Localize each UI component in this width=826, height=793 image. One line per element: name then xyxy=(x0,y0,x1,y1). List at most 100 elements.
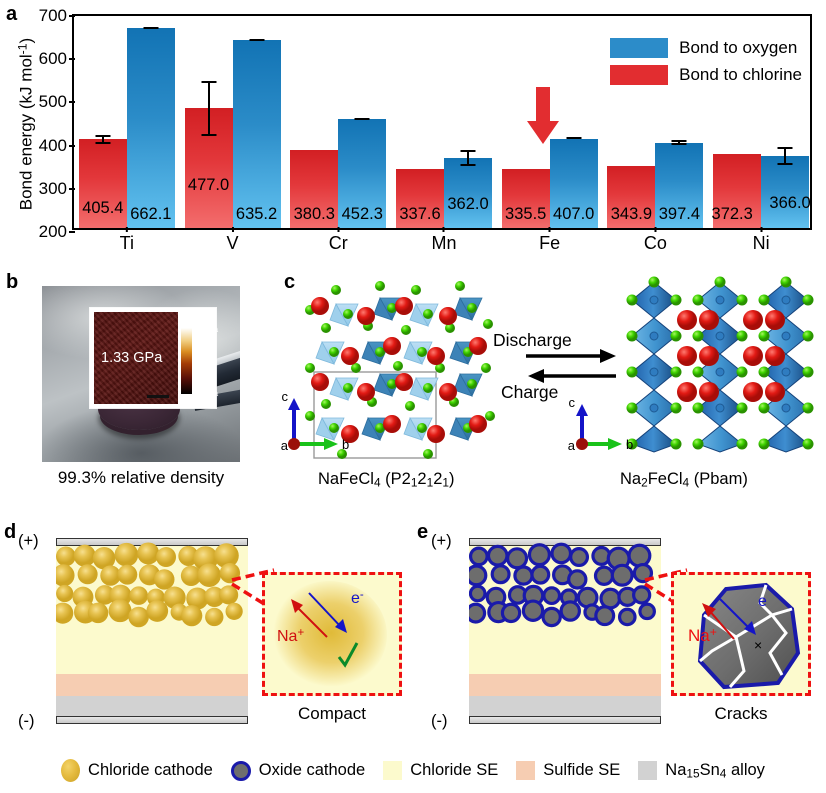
structure-right-na2fecl4 xyxy=(626,276,814,453)
colorbar-min-label: 0 GPa xyxy=(194,388,219,398)
sodium-atoms-right xyxy=(677,310,785,402)
chloride-cathode-particle xyxy=(197,563,221,587)
reaction-arrows xyxy=(526,349,616,383)
afm-modulus-value: 1.33 GPa xyxy=(101,350,163,366)
chloride-cathode-particle xyxy=(186,587,209,610)
panel-a-bar-chart: a Bond energy (kJ mol-1) 200 300 400 500 600… xyxy=(0,0,826,268)
current-collector-bottom xyxy=(469,716,661,724)
panel-d-cell-stack xyxy=(56,538,248,724)
chloride-cathode-particle xyxy=(219,562,241,584)
legend-item-bond-to-chlorine: Bond to chlorine xyxy=(610,65,802,85)
panel-d-chloride-cathode-cell: d (+) (-) xyxy=(0,520,413,748)
chloride-cathode-particle xyxy=(205,607,224,627)
legend-label-chlorine: Bond to chlorine xyxy=(679,65,802,84)
error-bar xyxy=(678,140,681,146)
compact-particle-diagram xyxy=(271,581,387,689)
error-bar xyxy=(207,80,210,136)
chloride-cathode-particle xyxy=(94,585,115,605)
panel-d-inset-caption: Compact xyxy=(297,704,367,723)
crystal-structure-graphics: c a b xyxy=(281,276,814,459)
svg-text:a: a xyxy=(568,438,576,453)
legend-swatch-oxygen xyxy=(610,38,669,58)
alloy-swatch-icon xyxy=(638,760,658,780)
legend-item-bond-to-oxygen: Bond to oxygen xyxy=(610,38,802,58)
oxide-cathode-particle xyxy=(527,543,551,567)
panel-label-e: e xyxy=(417,521,429,543)
chloride-cathode-particle xyxy=(225,602,243,620)
bar-mn-chlorine: 337.6 xyxy=(395,168,444,228)
chlorine-atoms-left xyxy=(305,281,495,459)
bar-ni-chlorine: 372.3 xyxy=(712,153,762,228)
bar-v-oxygen: 635.2 xyxy=(232,38,281,228)
panel-label-c: c xyxy=(284,271,296,293)
bar-group-fe: 335.5 407.0 Fe xyxy=(497,16,603,253)
oxide-cathode-particle xyxy=(559,600,581,622)
oxide-cathode-particle xyxy=(632,562,654,584)
oxide-cathode-particle xyxy=(469,602,487,624)
chloride-cathode-particle xyxy=(77,564,98,585)
error-bar xyxy=(361,117,364,121)
oxide-cathode-particle xyxy=(610,563,634,587)
bar-mn-oxygen: 362.0 xyxy=(443,149,492,228)
svg-text:c: c xyxy=(282,389,289,404)
legend-label-alloy: Na15Sn4 alloy xyxy=(665,760,765,781)
bar-ti-chlorine: 405.4 xyxy=(78,134,127,228)
panel-b-pellet-photo: b 1.33 GPa 5 GPa 0 GPa 99.3% relative de… xyxy=(0,268,280,520)
chloride-cathode-particle xyxy=(87,602,109,624)
chart-bars-container: 200 300 400 500 600 700 405.4 662.1 Ti 477.0 635.2… xyxy=(39,6,811,253)
panel-c-crystal-structures: c xyxy=(280,268,826,520)
chloride-cathode-particle xyxy=(56,584,74,603)
chloride-cathode-particle xyxy=(156,547,177,568)
oxide-cathode-swatch-icon xyxy=(230,760,251,781)
sulfide-se-layer xyxy=(469,674,661,696)
chloride-cathode-particle xyxy=(100,565,121,586)
svg-text:a: a xyxy=(281,438,289,453)
panel-e-inset-cracks: Na+ e × xyxy=(671,572,811,696)
bar-co-oxygen: 397.4 xyxy=(655,140,704,228)
y-axis-tick-200: 200 xyxy=(39,222,74,242)
bar-value-label: 407.0 xyxy=(553,205,595,223)
bar-co-chlorine: 343.9 xyxy=(607,165,656,228)
y-axis-tick-300: 300 xyxy=(39,179,74,199)
oxide-cathode-particle xyxy=(469,546,489,567)
oxide-cathode-particle xyxy=(617,607,637,627)
oxide-cathode-particle xyxy=(569,547,590,568)
oxide-cathode-particle xyxy=(599,587,622,610)
chloride-cathode-swatch-icon xyxy=(61,759,81,782)
panel-e-oxide-cathode-cell: e (+) (-) xyxy=(413,520,826,748)
bar-value-label: 337.6 xyxy=(399,205,441,223)
panel-d-electron-label: e- xyxy=(351,589,364,607)
panel-d-inset-compact: Na+ e- xyxy=(262,572,402,696)
error-bar xyxy=(572,137,575,140)
panel-e-electron-label: e xyxy=(758,593,767,610)
chart-plot-area: Bond energy (kJ mol-1) 200 300 400 500 600 70… xyxy=(15,6,812,253)
oxide-cathode-particle xyxy=(530,564,551,585)
chloride-cathode-particle xyxy=(56,602,74,624)
bar-group-co: 343.9 397.4 Co xyxy=(603,16,709,253)
bar-cr-chlorine: 380.3 xyxy=(290,150,339,228)
oxide-cathode-particle xyxy=(500,602,522,624)
x-axis-tick-co: Co xyxy=(643,233,667,253)
bar-value-label: 380.3 xyxy=(293,205,335,223)
error-bar xyxy=(101,134,104,144)
legend-label-chloride-se: Chloride SE xyxy=(410,761,499,779)
chlorine-atoms-right xyxy=(626,276,814,450)
oxide-cathode-particle xyxy=(506,547,529,570)
bar-value-label: 397.4 xyxy=(658,205,701,223)
bar-value-label: 405.4 xyxy=(82,198,124,217)
panel-d-negative-terminal: (-) xyxy=(18,712,35,730)
chloride-cathode-particle xyxy=(181,605,203,627)
bar-value-label: 335.5 xyxy=(505,205,547,223)
y-axis-label: Bond energy (kJ mol-1) xyxy=(15,37,36,211)
axis-indicator-right: c a b xyxy=(568,395,633,453)
bar-ti-oxygen: 662.1 xyxy=(126,27,175,228)
oxide-cathode-particle xyxy=(567,569,588,590)
legend-label-sulfide-se: Sulfide SE xyxy=(543,761,621,779)
axis-indicator-left: c a b xyxy=(281,389,349,453)
oxide-cathode-particle xyxy=(469,584,487,603)
error-bar xyxy=(466,149,469,167)
legend-label-oxide-cathode: Oxide cathode xyxy=(258,761,366,779)
chloride-cathode-particle xyxy=(180,565,202,586)
figure-bottom-legend: Chloride cathode Oxide cathode Chloride … xyxy=(0,748,826,793)
panel-e-cell-stack xyxy=(469,538,661,724)
